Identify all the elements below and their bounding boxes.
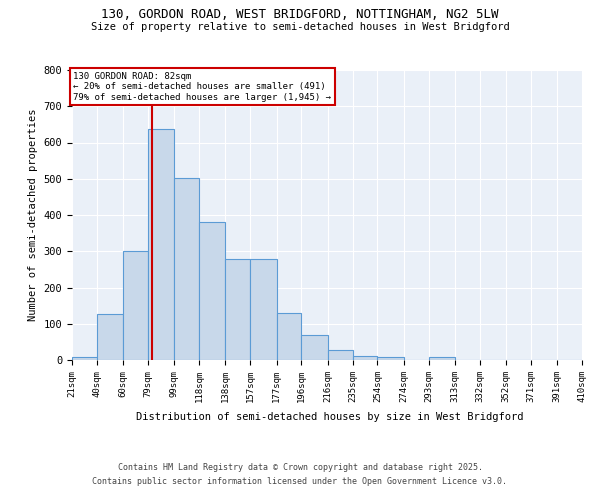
Text: Distribution of semi-detached houses by size in West Bridgford: Distribution of semi-detached houses by …	[136, 412, 524, 422]
Bar	[148, 128, 174, 360]
Bar	[174, 178, 199, 360]
Text: Contains HM Land Registry data © Crown copyright and database right 2025.: Contains HM Land Registry data © Crown c…	[118, 464, 482, 472]
Bar	[123, 250, 148, 360]
Text: Contains public sector information licensed under the Open Government Licence v3: Contains public sector information licen…	[92, 477, 508, 486]
Bar	[226, 259, 250, 360]
Bar	[277, 313, 301, 360]
Bar	[250, 259, 277, 360]
Bar	[328, 350, 353, 360]
Bar	[428, 358, 455, 360]
Bar	[301, 334, 328, 360]
Text: 130 GORDON ROAD: 82sqm
← 20% of semi-detached houses are smaller (491)
79% of se: 130 GORDON ROAD: 82sqm ← 20% of semi-det…	[73, 72, 331, 102]
Bar	[199, 222, 226, 360]
Text: 130, GORDON ROAD, WEST BRIDGFORD, NOTTINGHAM, NG2 5LW: 130, GORDON ROAD, WEST BRIDGFORD, NOTTIN…	[101, 8, 499, 20]
Bar	[97, 314, 123, 360]
Text: Size of property relative to semi-detached houses in West Bridgford: Size of property relative to semi-detach…	[91, 22, 509, 32]
Y-axis label: Number of semi-detached properties: Number of semi-detached properties	[28, 109, 38, 322]
Bar	[72, 357, 97, 360]
Bar	[353, 356, 377, 360]
Bar	[377, 357, 404, 360]
